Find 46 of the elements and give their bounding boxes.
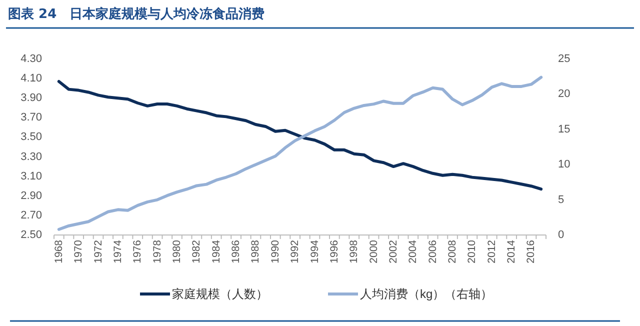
x-tick-label: 2006 [426, 240, 439, 264]
y2-tick-label: 20 [558, 88, 570, 100]
x-tick-label: 1972 [92, 240, 104, 264]
legend-label: 人均消费（kg）（右轴） [360, 287, 493, 301]
y2-tick-label: 5 [558, 194, 564, 206]
x-tick-label: 1994 [308, 240, 321, 264]
line-series [57, 76, 543, 231]
x-tick-label: 2002 [387, 240, 400, 264]
x-tick-label: 1988 [250, 240, 262, 264]
y2-tick-label: 15 [558, 123, 570, 136]
x-tick-label: 2012 [486, 240, 498, 264]
y-tick-label: 3.10 [20, 170, 42, 182]
x-tick-label: 1970 [72, 240, 85, 264]
x-tick-label: 1982 [190, 240, 203, 264]
x-tick-label: 1992 [289, 240, 302, 264]
x-tick-label: 1974 [112, 240, 124, 264]
y-tick-label: 2.90 [20, 190, 42, 202]
legend-label: 家庭规模（人数） [172, 287, 268, 301]
x-tick-label: 2016 [525, 240, 538, 264]
y2-tick-label: 10 [558, 158, 570, 171]
x-tick-label: 1968 [52, 240, 65, 264]
x-tick-label: 1984 [210, 240, 222, 264]
x-tick-label: 1998 [348, 240, 360, 264]
y2-tick-label: 0 [558, 229, 564, 241]
x-tick-label: 1996 [328, 240, 340, 264]
x-tick-label: 2010 [466, 240, 478, 264]
chart-title: 图表 24 日本家庭规模与人均冷冻食品消费 [8, 6, 265, 22]
y-tick-label: 3.50 [20, 131, 42, 144]
y-tick-label: 2.50 [20, 229, 42, 241]
x-tick-label: 2014 [506, 240, 518, 264]
x-tick-label: 2000 [368, 240, 380, 264]
x-tick-label: 1990 [269, 240, 282, 264]
y-tick-label: 2.70 [20, 209, 42, 222]
x-tick-label: 1976 [132, 240, 144, 264]
y-tick-label: 3.30 [20, 150, 42, 163]
y2-tick-label: 25 [558, 53, 570, 65]
y-tick-label: 3.90 [20, 92, 42, 104]
x-tick-label: 1980 [171, 240, 183, 264]
y-tick-label: 4.30 [20, 53, 42, 65]
line-series [57, 80, 543, 191]
x-tick-label: 2004 [407, 240, 420, 264]
x-tick-label: 1986 [230, 240, 242, 264]
x-tick-label: 2008 [446, 240, 459, 264]
y-tick-label: 4.10 [20, 72, 42, 85]
y-tick-label: 3.70 [20, 112, 42, 124]
x-tick-label: 1978 [151, 240, 164, 264]
